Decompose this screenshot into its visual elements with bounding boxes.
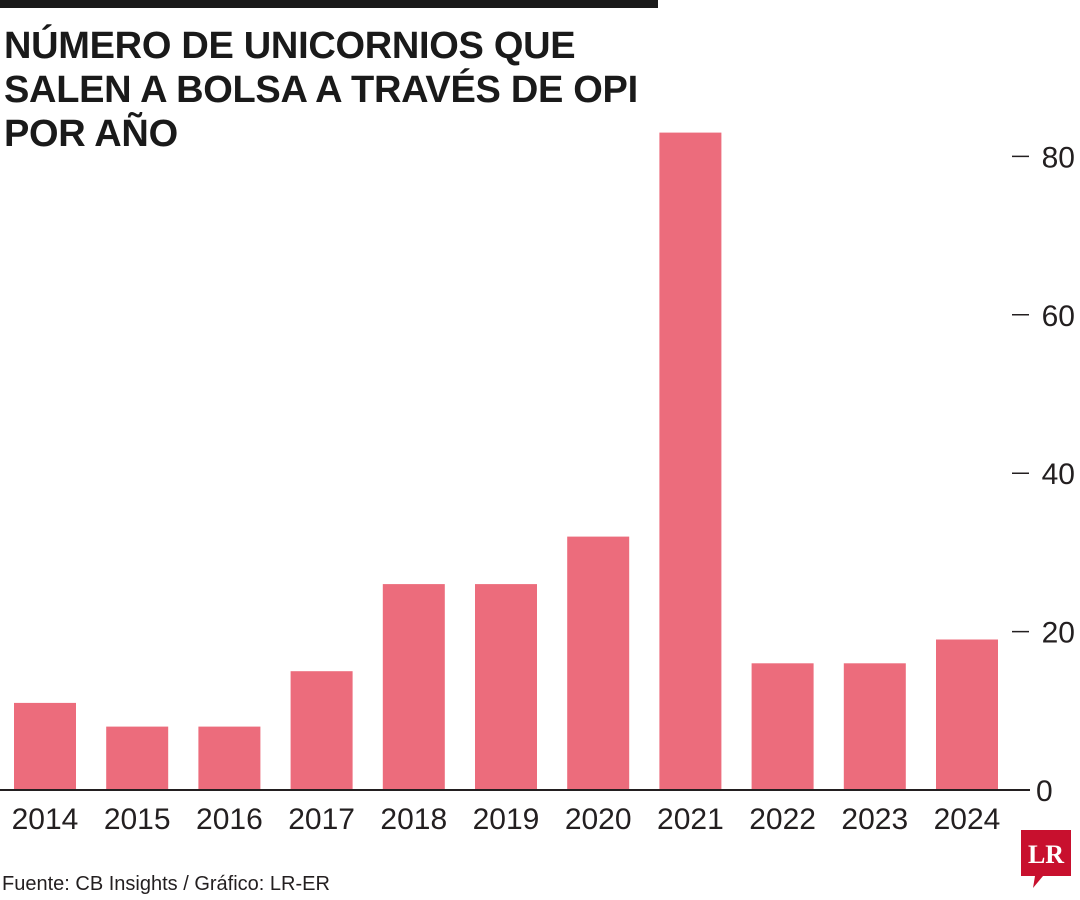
x-tick-label: 2024 [934, 803, 1001, 836]
bar-2023 [843, 663, 906, 790]
bar-2014 [14, 702, 76, 790]
x-tick-label: 2019 [473, 803, 540, 836]
x-tick-label: 2023 [841, 803, 908, 836]
x-tick-label: 2020 [565, 803, 632, 836]
bar-2018 [382, 584, 445, 790]
svg-text:LR: LR [1028, 840, 1064, 869]
bar-2017 [290, 671, 353, 790]
y-tick-label: 60 [1042, 300, 1075, 333]
y-tick-label: 20 [1042, 617, 1075, 650]
y-tick-label: 40 [1042, 458, 1075, 491]
top-rule [0, 0, 658, 8]
y-tick-label: 0 [1036, 775, 1053, 808]
chart-title: NÚMERO DE UNICORNIOS QUE SALEN A BOLSA A… [4, 25, 638, 155]
x-tick-label: 2016 [196, 803, 263, 836]
x-tick-label: 2015 [104, 803, 171, 836]
source-note: Fuente: CB Insights / Gráfico: LR-ER [2, 873, 330, 895]
bar-2020 [567, 536, 630, 790]
x-tick-label: 2022 [749, 803, 816, 836]
y-tick-label: 80 [1042, 141, 1075, 174]
bar-2015 [106, 726, 169, 790]
x-tick-label: 2014 [12, 803, 79, 836]
x-tick-label: 2021 [657, 803, 724, 836]
x-tick-label: 2018 [380, 803, 447, 836]
bar-2019 [475, 584, 537, 790]
bar-2021 [659, 132, 722, 791]
bar-2024 [936, 639, 998, 790]
bar-2016 [198, 726, 261, 790]
lr-logo: LR [1021, 830, 1071, 888]
x-tick-label: 2017 [288, 803, 355, 836]
bar-2022 [751, 663, 814, 790]
